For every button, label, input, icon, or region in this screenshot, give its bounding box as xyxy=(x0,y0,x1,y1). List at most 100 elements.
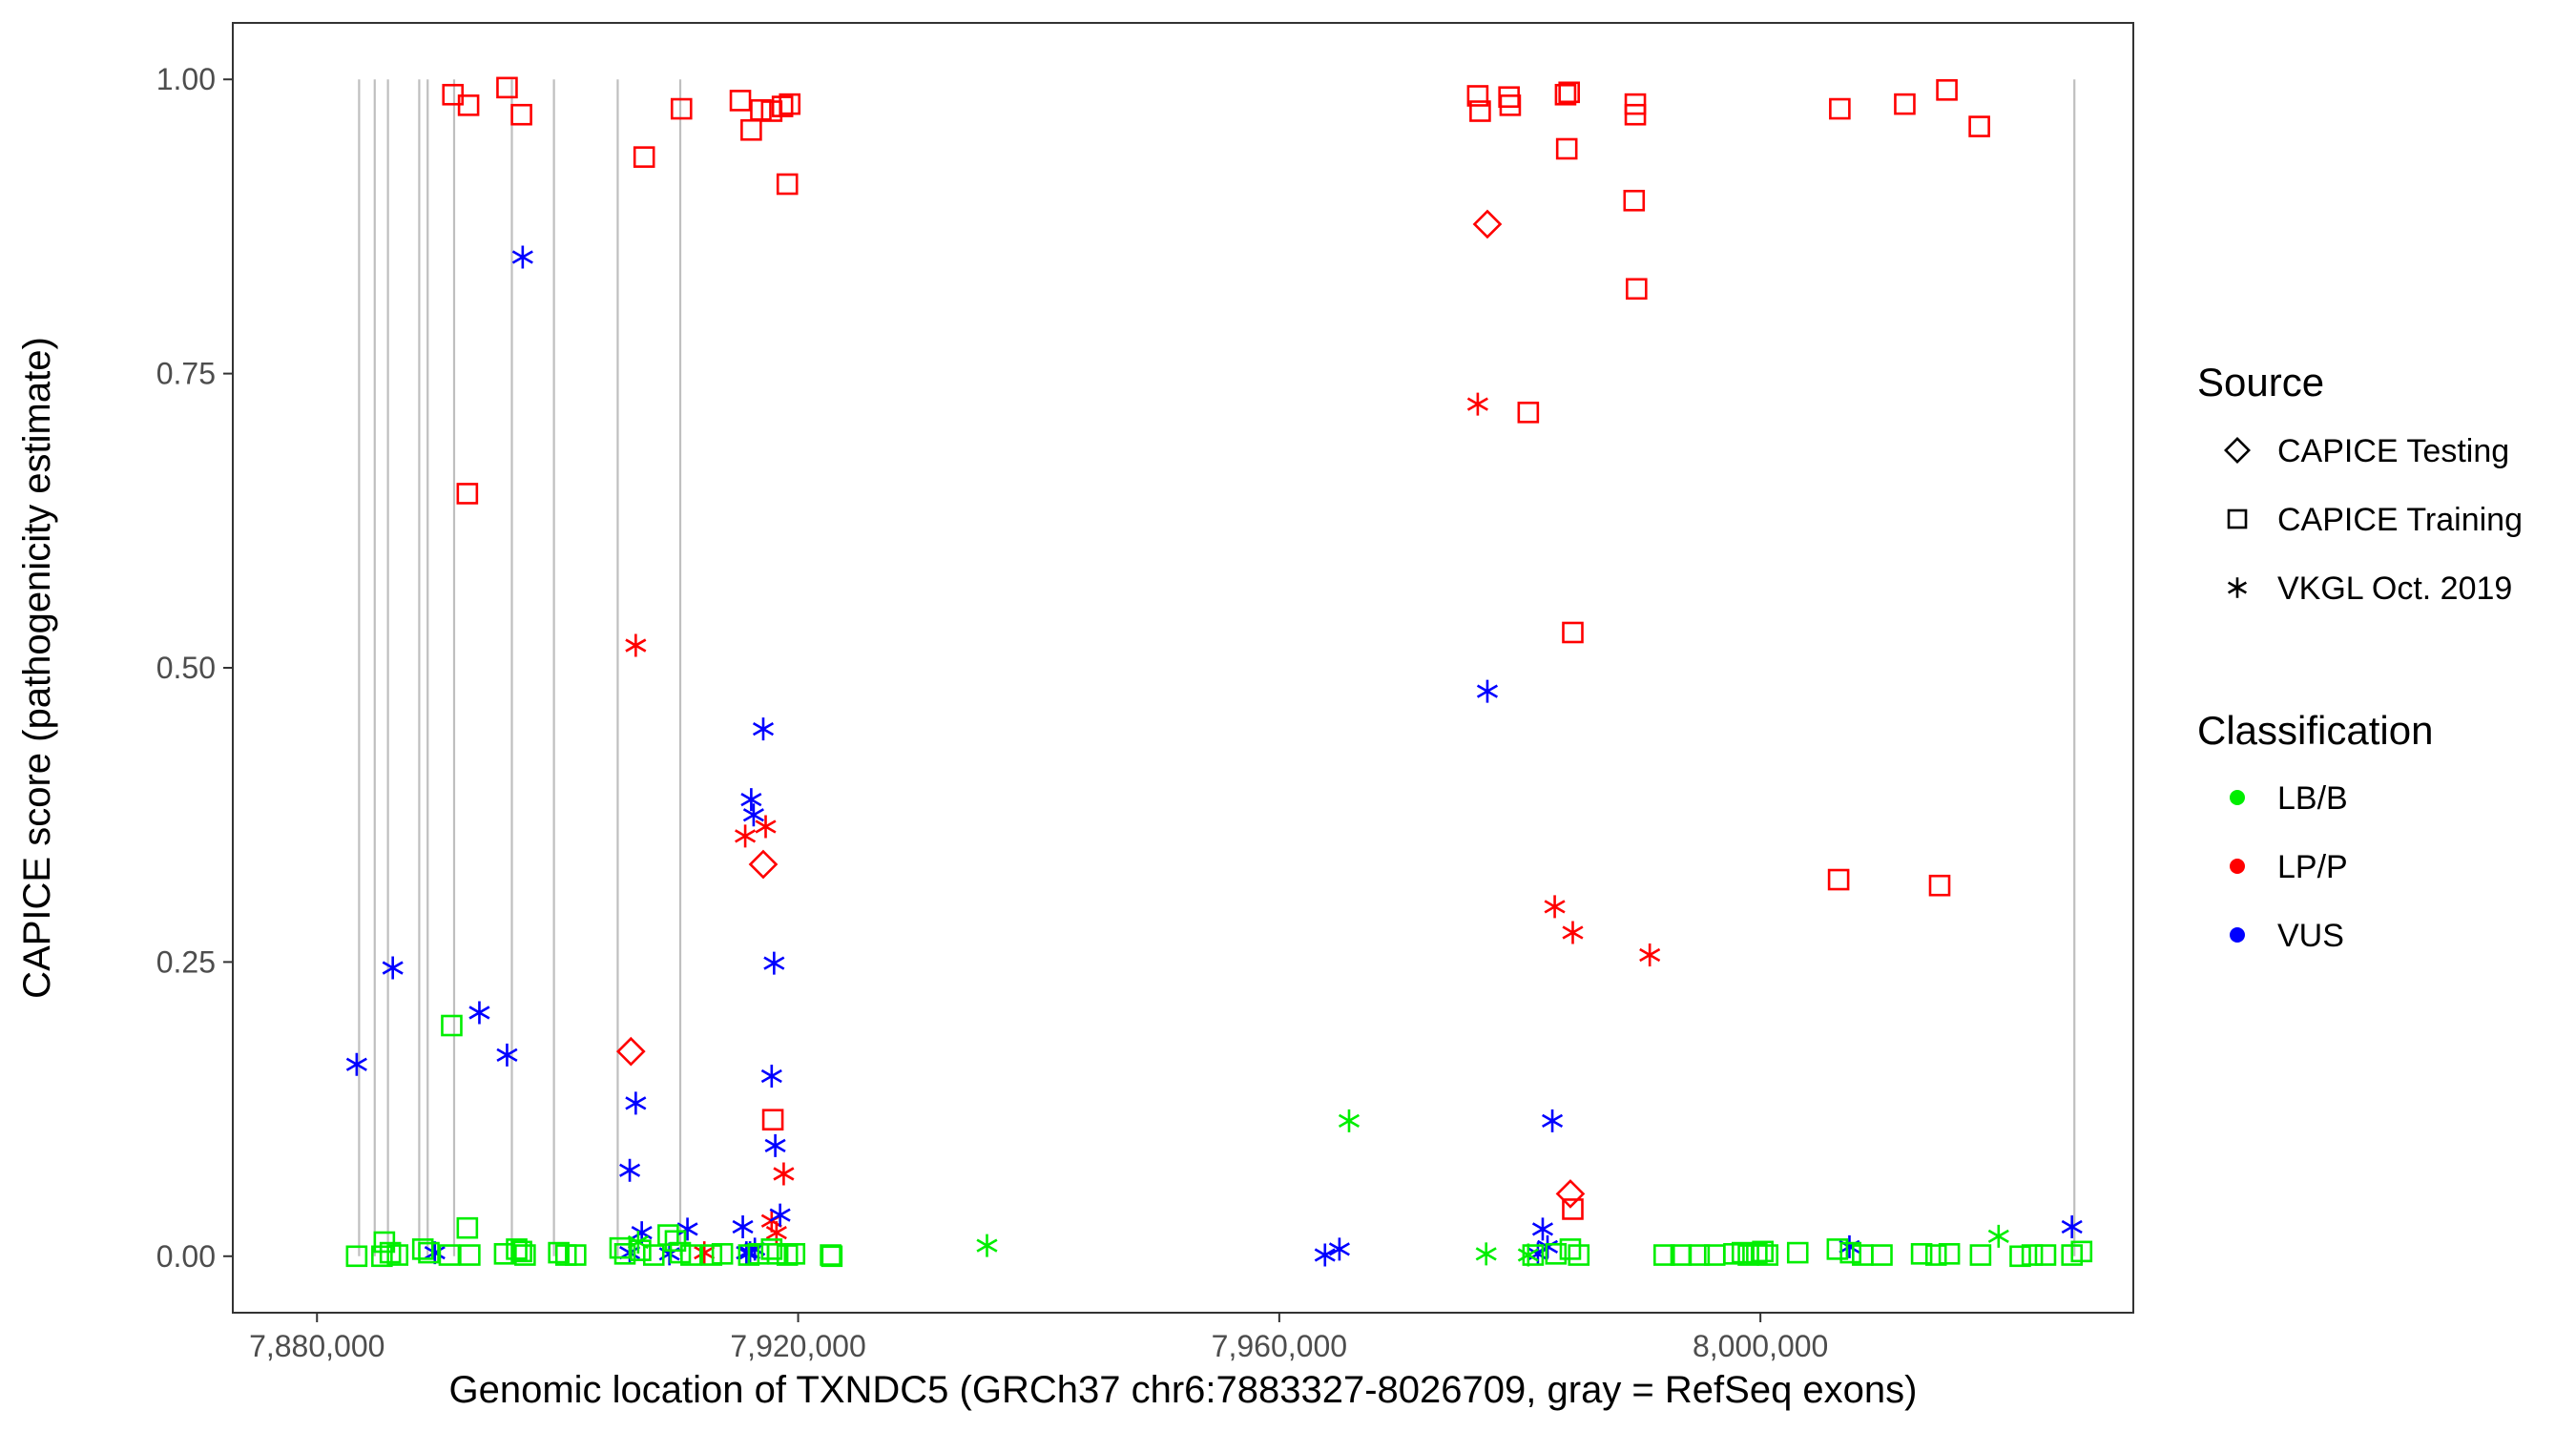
data-point xyxy=(1544,895,1566,919)
data-point xyxy=(1829,97,1851,120)
data-point xyxy=(1338,1109,1361,1132)
data-point xyxy=(2021,1244,2044,1266)
data-point-square xyxy=(1936,79,1958,101)
data-point xyxy=(976,1234,998,1257)
y-tick-label: 0.00 xyxy=(156,1239,216,1274)
data-point xyxy=(1499,94,1522,116)
data-point xyxy=(752,717,775,741)
data-point-square xyxy=(493,1243,516,1265)
data-point xyxy=(1910,1243,1933,1265)
data-point xyxy=(748,849,779,880)
data-point xyxy=(1756,1244,1779,1266)
data-point-square xyxy=(633,146,655,168)
data-point xyxy=(779,93,801,115)
data-point-square xyxy=(2009,1245,2031,1268)
data-point-square xyxy=(1871,1244,1893,1266)
data-point-diamond xyxy=(1555,1179,1586,1209)
data-point-square xyxy=(776,173,799,196)
data-point xyxy=(2009,1245,2031,1268)
y-tick-label: 0.50 xyxy=(156,651,216,685)
data-point xyxy=(700,1244,723,1266)
legend-label: LP/P xyxy=(2277,849,2348,885)
data-point xyxy=(345,1245,368,1268)
data-point-square xyxy=(1829,97,1851,120)
data-point-square xyxy=(496,76,518,99)
data-point-asterisk xyxy=(1475,1242,1497,1266)
data-point xyxy=(1314,1243,1336,1267)
data-point-square xyxy=(1623,189,1646,212)
data-point xyxy=(761,1109,784,1130)
data-point xyxy=(1558,81,1581,104)
data-point-asterisk xyxy=(676,1217,698,1241)
data-point xyxy=(1469,100,1491,122)
legend-key-square xyxy=(2227,508,2248,529)
data-point-square xyxy=(2070,1240,2093,1263)
data-point-square xyxy=(680,1244,702,1266)
data-point xyxy=(1827,868,1850,891)
data-point-square xyxy=(1752,1240,1774,1263)
data-point xyxy=(514,1244,536,1266)
data-point-square xyxy=(1554,83,1577,106)
data-point xyxy=(763,951,785,975)
data-point xyxy=(742,803,764,827)
data-point-asterisk xyxy=(976,1234,998,1257)
data-point-asterisk xyxy=(1476,679,1499,703)
legend-label: VUS xyxy=(2277,918,2344,954)
data-point-asterisk xyxy=(468,1001,490,1025)
data-point xyxy=(1623,189,1646,212)
data-point xyxy=(613,1243,636,1265)
data-point-square xyxy=(1562,621,1584,644)
data-point xyxy=(1626,278,1648,301)
data-point-square xyxy=(1469,100,1491,122)
data-point xyxy=(379,1241,402,1264)
legend-key xyxy=(2230,859,2245,874)
data-point-square xyxy=(565,1244,587,1266)
data-point-square xyxy=(345,1245,368,1268)
data-point xyxy=(2034,1244,2057,1266)
legend-key-dot xyxy=(2230,927,2245,943)
data-point-asterisk xyxy=(619,1158,641,1182)
data-point xyxy=(735,824,757,848)
data-point xyxy=(1987,1224,2009,1248)
x-tick-label: 7,880,000 xyxy=(249,1329,384,1363)
data-point-asterisk xyxy=(1542,1109,1564,1132)
data-point-square xyxy=(750,98,772,121)
data-point-square xyxy=(779,93,801,115)
data-point xyxy=(625,633,647,657)
data-point-asterisk xyxy=(511,245,533,269)
data-point xyxy=(630,1239,652,1261)
legend-class-title: Classification xyxy=(2197,708,2433,753)
data-point xyxy=(1531,1217,1554,1241)
data-point-square xyxy=(1545,1243,1568,1265)
data-point-asterisk xyxy=(2061,1214,2083,1238)
data-point-square xyxy=(510,103,532,126)
data-point xyxy=(510,103,532,126)
data-point xyxy=(1924,1244,1947,1266)
legend-source-entries: CAPICE Testing CAPICE Training VKGL Oct. 2… xyxy=(2224,433,2523,607)
data-point-square xyxy=(670,97,693,120)
data-point-square xyxy=(1968,115,1990,137)
data-point xyxy=(457,94,480,116)
data-point-square xyxy=(459,1244,481,1266)
data-point-square xyxy=(700,1244,723,1266)
data-point xyxy=(1562,1198,1584,1220)
data-point xyxy=(418,1241,440,1264)
data-point-square xyxy=(548,1241,570,1264)
data-point-square xyxy=(2034,1244,2057,1266)
data-point-asterisk xyxy=(1531,1217,1554,1241)
data-point-square xyxy=(441,1014,463,1037)
legend-key xyxy=(2224,437,2251,464)
data-point xyxy=(740,788,762,812)
data-point xyxy=(1968,115,1990,137)
data-point-asterisk xyxy=(625,633,647,657)
data-point-asterisk xyxy=(769,1203,791,1227)
data-point xyxy=(456,483,479,505)
legend-key-dot xyxy=(2230,790,2245,805)
data-point xyxy=(609,1236,632,1259)
data-point-square xyxy=(1894,93,1916,115)
data-point-square xyxy=(1786,1241,1809,1264)
data-point xyxy=(729,90,752,112)
legend-label: VKGL Oct. 2019 xyxy=(2277,570,2512,607)
data-point-asterisk xyxy=(773,1162,795,1186)
